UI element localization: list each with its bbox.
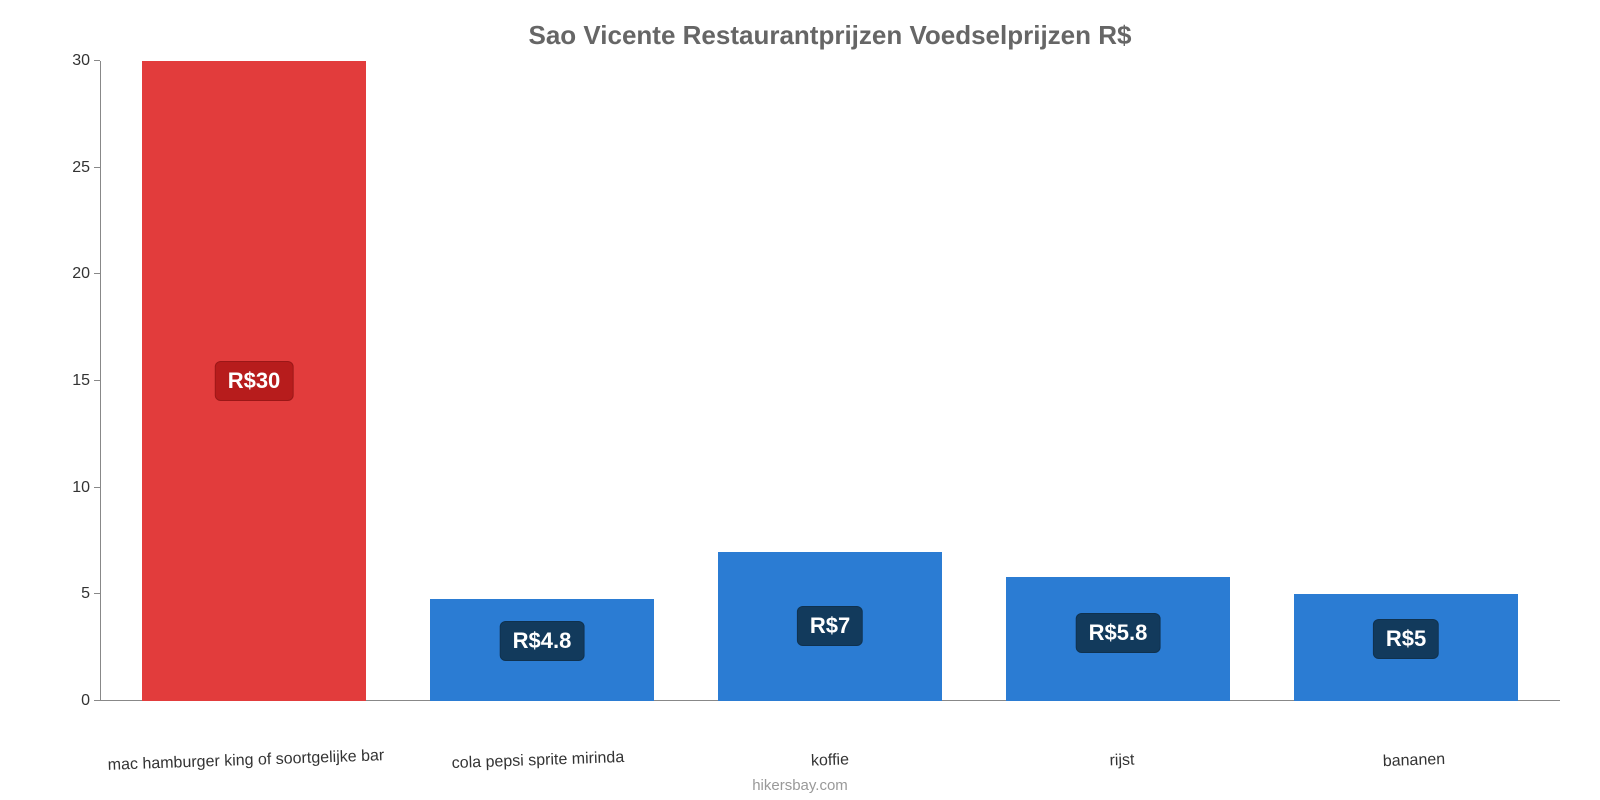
y-tick-label: 15 xyxy=(50,372,90,390)
y-tick-mark xyxy=(94,700,100,701)
bar-slot: R$5 xyxy=(1262,61,1550,701)
bar-slot: R$4.8 xyxy=(398,61,686,701)
bar: R$7 xyxy=(718,552,943,701)
y-tick-mark xyxy=(94,380,100,381)
bar: R$5.8 xyxy=(1006,577,1231,701)
bar-value-label: R$4.8 xyxy=(500,621,585,661)
x-axis-label: bananen xyxy=(1268,747,1560,775)
bars-group: R$30 R$4.8 R$7 R$5.8 R$5 xyxy=(100,61,1560,701)
bar-value-label: R$7 xyxy=(797,606,863,646)
bar: R$5 xyxy=(1294,594,1519,701)
bar-slot: R$5.8 xyxy=(974,61,1262,701)
bar: R$4.8 xyxy=(430,599,655,701)
y-tick-label: 0 xyxy=(50,692,90,710)
bar-value-label: R$5 xyxy=(1373,619,1439,659)
y-tick-label: 20 xyxy=(50,265,90,283)
bar: R$30 xyxy=(142,61,367,701)
y-tick-mark xyxy=(94,487,100,488)
y-tick-label: 5 xyxy=(50,585,90,603)
x-axis-label: mac hamburger king of soortgelijke bar xyxy=(100,747,392,775)
x-axis-label: koffie xyxy=(684,747,976,775)
x-axis-label: cola pepsi sprite mirinda xyxy=(392,747,684,775)
attribution-text: hikersbay.com xyxy=(0,777,1600,794)
y-tick-label: 30 xyxy=(50,52,90,70)
y-tick-mark xyxy=(94,60,100,61)
y-tick-label: 25 xyxy=(50,159,90,177)
y-tick-label: 10 xyxy=(50,479,90,497)
y-tick-mark xyxy=(94,593,100,594)
bar-value-label: R$30 xyxy=(215,361,294,401)
chart-container: Sao Vicente Restaurantprijzen Voedselpri… xyxy=(0,0,1600,800)
bar-slot: R$30 xyxy=(110,61,398,701)
y-tick-mark xyxy=(94,167,100,168)
y-tick-mark xyxy=(94,273,100,274)
bar-value-label: R$5.8 xyxy=(1076,613,1161,653)
bar-slot: R$7 xyxy=(686,61,974,701)
plot-area: R$30R$4.8R$7R$5.8R$5 051015202530 xyxy=(100,61,1560,701)
chart-title: Sao Vicente Restaurantprijzen Voedselpri… xyxy=(100,20,1560,51)
x-axis-label: rijst xyxy=(976,747,1268,775)
x-labels-group: mac hamburger king of soortgelijke barco… xyxy=(100,752,1560,770)
